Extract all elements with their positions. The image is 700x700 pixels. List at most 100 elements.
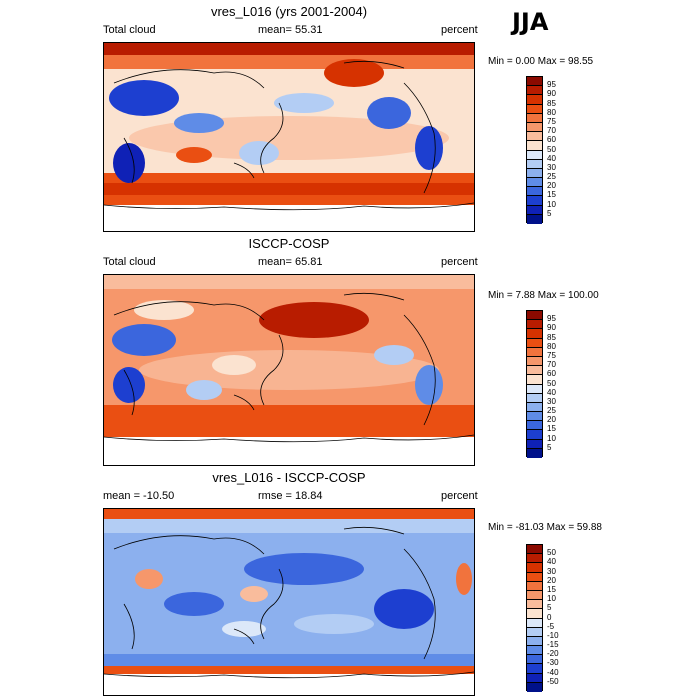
- colorbar-tick-label: 30: [547, 162, 556, 172]
- colorbar-swatch: [527, 77, 542, 87]
- colorbar-tick-label: 80: [547, 107, 556, 117]
- colorbar-tick-label: -5: [547, 621, 555, 631]
- colorbar-tick-label: 80: [547, 341, 556, 351]
- colorbar-swatch: [527, 572, 542, 582]
- colorbar-tick-label: -10: [547, 630, 559, 640]
- colorbar-swatch: [527, 421, 542, 431]
- panel-1-left-label: Total cloud: [103, 24, 156, 36]
- colorbar-tick-label: 95: [547, 314, 556, 324]
- colorbar-swatch: [527, 375, 542, 385]
- colorbar-swatch: [527, 600, 542, 610]
- colorbar-tick-label: 25: [547, 172, 556, 182]
- colorbar-tick-label: 30: [547, 396, 556, 406]
- colorbar-tick-label: 70: [547, 360, 556, 370]
- colorbar-tick-label: 50: [547, 548, 556, 558]
- panel-1-map: [103, 42, 475, 232]
- colorbar-tick-label: 40: [547, 557, 556, 567]
- colorbar-swatch: [527, 646, 542, 656]
- colorbar-swatch: [527, 554, 542, 564]
- colorbar-swatch: [527, 95, 542, 105]
- colorbar-swatch: [527, 448, 542, 458]
- panel-3-minmax: Min = -81.03 Max = 59.88: [488, 522, 602, 533]
- colorbar-swatch: [527, 187, 542, 197]
- colorbar-swatch: [527, 104, 542, 114]
- colorbar-swatch: [527, 439, 542, 449]
- colorbar-tick-label: 40: [547, 153, 556, 163]
- panel-2-colorbar-ticks: 95 90 85 80 75 70 60 50 40 30 25 20 15 10 5: [547, 310, 577, 457]
- colorbar-tick-label: 15: [547, 190, 556, 200]
- colorbar-swatch: [527, 141, 542, 151]
- panel-2-right-label: percent: [441, 256, 478, 268]
- colorbar-tick-label: 85: [547, 98, 556, 108]
- colorbar-tick-label: 10: [547, 433, 556, 443]
- colorbar-tick-label: 20: [547, 575, 556, 585]
- panel-2-colorbar: [526, 310, 543, 458]
- colorbar-tick-label: 5: [547, 208, 552, 218]
- colorbar-tick-label: -30: [547, 658, 559, 668]
- colorbar-tick-label: 60: [547, 369, 556, 379]
- panel-3-left-label: mean = -10.50: [103, 490, 175, 502]
- colorbar-swatch: [527, 682, 542, 692]
- panel-2-title: ISCCP-COSP: [248, 236, 330, 251]
- colorbar-swatch: [527, 366, 542, 376]
- panel-1-center-label: mean= 55.31: [258, 24, 323, 36]
- colorbar-swatch: [527, 618, 542, 628]
- colorbar-swatch: [527, 636, 542, 647]
- colorbar-tick-label: 10: [547, 594, 556, 604]
- colorbar-swatch: [527, 627, 542, 637]
- colorbar-tick-label: -15: [547, 640, 559, 650]
- colorbar-tick-label: 50: [547, 378, 556, 388]
- colorbar-swatch: [527, 338, 542, 348]
- panel-2-map: [103, 274, 475, 466]
- colorbar-tick-label: 75: [547, 350, 556, 360]
- colorbar-swatch: [527, 329, 542, 339]
- panel-2-center-label: mean= 65.81: [258, 256, 323, 268]
- colorbar-tick-label: 20: [547, 181, 556, 191]
- colorbar-swatch: [527, 402, 542, 413]
- colorbar-tick-label: 70: [547, 126, 556, 136]
- colorbar-swatch: [527, 393, 542, 403]
- colorbar-tick-label: 15: [547, 424, 556, 434]
- colorbar-tick-label: 5: [547, 442, 552, 452]
- colorbar-tick-label: -20: [547, 649, 559, 659]
- colorbar-tick-label: 95: [547, 80, 556, 90]
- colorbar-tick-label: 30: [547, 566, 556, 576]
- colorbar-tick-label: 15: [547, 584, 556, 594]
- colorbar-swatch: [527, 205, 542, 215]
- colorbar-tick-label: 90: [547, 89, 556, 99]
- colorbar-swatch: [527, 86, 542, 96]
- colorbar-tick-label: 50: [547, 144, 556, 154]
- colorbar-swatch: [527, 609, 542, 619]
- colorbar-swatch: [527, 563, 542, 573]
- panel-3-right-label: percent: [441, 490, 478, 502]
- panel-1-right-label: percent: [441, 24, 478, 36]
- colorbar-swatch: [527, 113, 542, 123]
- colorbar-tick-label: 40: [547, 387, 556, 397]
- colorbar-swatch: [527, 347, 542, 357]
- panel-3-title: vres_L016 - ISCCP-COSP: [212, 470, 366, 485]
- colorbar-swatch: [527, 412, 542, 422]
- colorbar-swatch: [527, 590, 542, 601]
- colorbar-swatch: [527, 132, 542, 142]
- colorbar-tick-label: 25: [547, 406, 556, 416]
- colorbar-swatch: [527, 664, 542, 674]
- colorbar-swatch: [527, 545, 542, 555]
- colorbar-swatch: [527, 430, 542, 440]
- colorbar-tick-label: 0: [547, 612, 552, 622]
- colorbar-swatch: [527, 384, 542, 394]
- panel-3-colorbar-ticks: 50 40 30 20 15 10 5 0 -5 -10 -15 -20 -30 -40 -50: [547, 544, 577, 691]
- colorbar-tick-label: 20: [547, 415, 556, 425]
- panel-2-left-label: Total cloud: [103, 256, 156, 268]
- colorbar-tick-label: 60: [547, 135, 556, 145]
- colorbar-tick-label: 5: [547, 603, 552, 613]
- colorbar-swatch: [527, 196, 542, 206]
- colorbar-tick-label: 10: [547, 199, 556, 209]
- panel-1-title: vres_L016 (yrs 2001-2004): [210, 4, 368, 19]
- colorbar-swatch: [527, 178, 542, 188]
- panel-2-minmax: Min = 7.88 Max = 100.00: [488, 290, 599, 301]
- colorbar-swatch: [527, 122, 542, 133]
- colorbar-swatch: [527, 150, 542, 160]
- colorbar-swatch: [527, 311, 542, 321]
- colorbar-tick-label: -40: [547, 667, 559, 677]
- colorbar-swatch: [527, 655, 542, 665]
